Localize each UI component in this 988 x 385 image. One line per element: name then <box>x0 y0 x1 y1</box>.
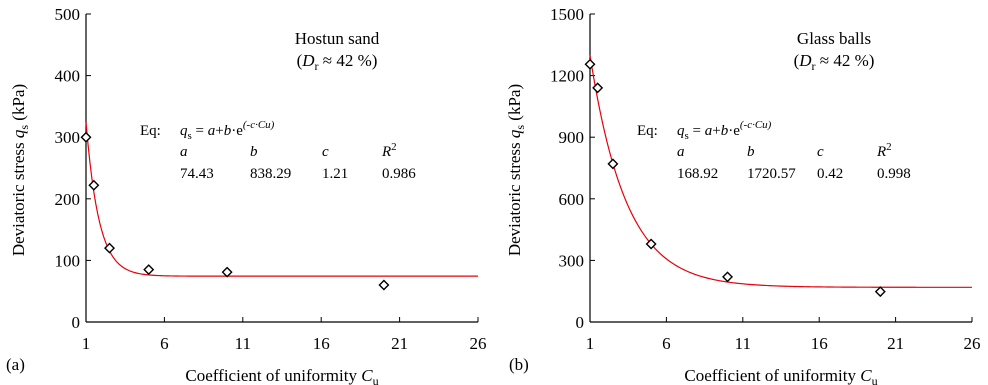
data-point <box>88 179 100 191</box>
x-tick-label: 11 <box>735 334 751 353</box>
x-tick-label: 1 <box>586 334 595 353</box>
y-tick-label: 900 <box>559 128 585 147</box>
equation-prefix: Eq: <box>140 123 161 139</box>
data-point <box>607 158 619 170</box>
x-tick-label: 16 <box>313 334 330 353</box>
y-tick-label: 200 <box>55 190 81 209</box>
y-axis-title: Deviatoric stress qs (kPa) <box>9 84 31 256</box>
data-point <box>874 286 886 298</box>
x-tick-label: 1 <box>82 334 91 353</box>
density-label: (Dr ≈ 42 %) <box>794 51 875 73</box>
y-tick-label: 400 <box>55 67 81 86</box>
equation-header: c <box>817 144 824 160</box>
x-axis-title: Coefficient of uniformity Cu <box>684 366 877 385</box>
data-point <box>143 264 155 276</box>
x-tick-label: 11 <box>235 334 251 353</box>
data-point <box>592 82 604 94</box>
data-point <box>80 131 92 143</box>
equation-header: R2 <box>876 141 892 160</box>
y-tick-label: 300 <box>559 251 585 270</box>
equation-prefix: Eq: <box>637 123 658 139</box>
data-point <box>584 58 596 70</box>
x-axis-title: Coefficient of uniformity Cu <box>185 366 378 385</box>
y-tick-label: 600 <box>559 190 585 209</box>
y-tick-label: 100 <box>55 251 81 270</box>
equation-value: 74.43 <box>180 166 214 182</box>
y-tick-label: 0 <box>576 313 585 332</box>
y-tick-label: 1500 <box>550 5 584 24</box>
equation-value: 168.92 <box>677 166 718 182</box>
equation-value: 0.998 <box>877 166 911 182</box>
x-tick-label: 6 <box>160 334 169 353</box>
density-label: (Dr ≈ 42 %) <box>297 51 378 73</box>
data-point <box>221 266 233 278</box>
x-tick-label: 21 <box>391 334 408 353</box>
equation-value: 1.21 <box>322 166 348 182</box>
data-point <box>722 271 734 283</box>
material-label: Glass balls <box>797 29 871 48</box>
y-tick-label: 500 <box>55 5 81 24</box>
equation-header: a <box>677 144 685 160</box>
equation-value: 0.986 <box>382 166 416 182</box>
material-label: Hostun sand <box>295 29 380 48</box>
equation-header: b <box>250 144 258 160</box>
x-tick-label: 26 <box>470 334 487 353</box>
x-tick-label: 16 <box>811 334 828 353</box>
y-tick-label: 1200 <box>550 67 584 86</box>
fit-curve <box>85 122 478 277</box>
x-tick-label: 21 <box>887 334 904 353</box>
equation-header: a <box>180 144 188 160</box>
y-tick-label: 0 <box>72 313 81 332</box>
fit-curve <box>589 55 972 288</box>
y-axis-title: Deviatoric stress qs (kPa) <box>505 84 527 256</box>
x-tick-label: 6 <box>662 334 671 353</box>
equation-value: 1720.57 <box>747 166 796 182</box>
equation-formula: qs = a+b·e(-c·Cu) <box>180 119 275 142</box>
panel-label: (a) <box>6 355 25 374</box>
y-tick-label: 300 <box>55 128 81 147</box>
data-point <box>378 279 390 291</box>
data-point <box>104 242 116 254</box>
x-tick-label: 26 <box>964 334 981 353</box>
panel-label: (b) <box>509 355 529 374</box>
equation-header: b <box>747 144 755 160</box>
equation-header: R2 <box>381 141 397 160</box>
equation-value: 0.42 <box>817 166 843 182</box>
equation-formula: qs = a+b·e(-c·Cu) <box>677 119 772 142</box>
equation-value: 838.29 <box>250 166 291 182</box>
equation-header: c <box>322 144 329 160</box>
data-point <box>645 238 657 250</box>
